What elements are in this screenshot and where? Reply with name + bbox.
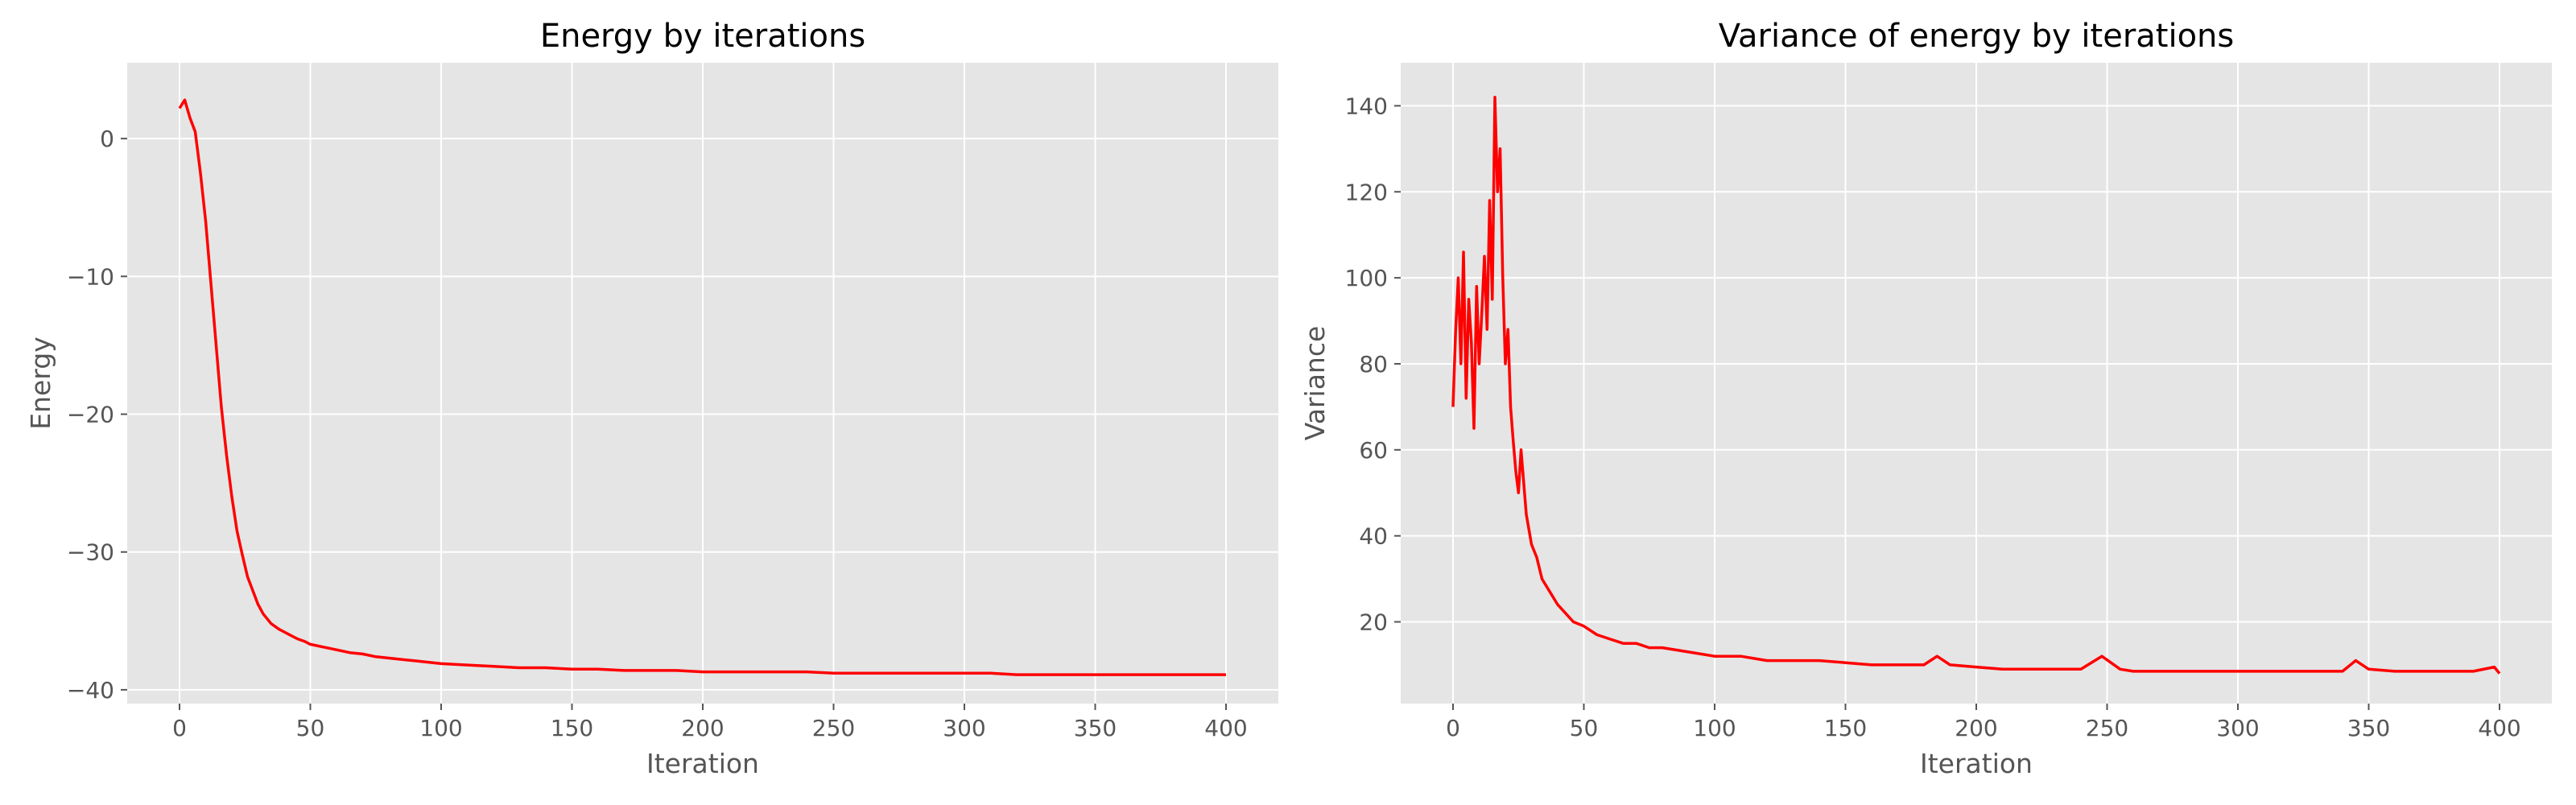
- x-tick-label: 250: [2086, 715, 2128, 741]
- y-tick-label: 0: [100, 126, 114, 152]
- x-tick-label: 0: [172, 715, 187, 741]
- series-line-0: [1451, 95, 2501, 675]
- energy-series: [178, 98, 1226, 676]
- energy-chart: 0 50 100 150 200 250 300 350 400 0 −10 −20 −30 −40 En…: [25, 18, 1278, 779]
- x-tick-label: 50: [296, 715, 325, 741]
- y-tick-label: −10: [67, 263, 114, 290]
- variance-chart-title: Variance of energy by iterations: [1719, 18, 2234, 55]
- variance-series: [1451, 95, 2501, 675]
- y-tick-label: 120: [1345, 179, 1388, 205]
- variance-gridlines: [1401, 63, 2552, 704]
- x-tick-label: 200: [1955, 715, 1997, 741]
- x-tick-label: 150: [551, 715, 593, 741]
- variance-chart: 0 50 100 150 200 250 300 350 400 20 40 60 80 100 120 14…: [1299, 18, 2552, 779]
- variance-x-axis-label: Iteration: [1920, 748, 2033, 779]
- variance-y-axis-label: Variance: [1299, 326, 1331, 441]
- x-tick-label: 400: [1204, 715, 1247, 741]
- y-tick-label: −20: [67, 402, 114, 428]
- energy-chart-title: Energy by iterations: [540, 18, 865, 55]
- y-tick-label: 140: [1345, 93, 1388, 119]
- energy-ticks: 0 50 100 150 200 250 300 350 400 0 −10 −20 −30 −40: [67, 126, 1248, 741]
- x-tick-label: 100: [419, 715, 462, 741]
- energy-y-axis-label: Energy: [25, 336, 56, 430]
- series-line-0: [178, 98, 1226, 676]
- y-tick-label: 80: [1359, 351, 1388, 378]
- x-tick-label: 250: [812, 715, 855, 741]
- x-tick-label: 300: [943, 715, 985, 741]
- x-tick-label: 350: [2347, 715, 2390, 741]
- energy-gridlines: [127, 63, 1278, 704]
- y-tick-label: 20: [1359, 609, 1388, 635]
- y-tick-label: 40: [1359, 523, 1388, 550]
- x-tick-label: 350: [1074, 715, 1117, 741]
- y-tick-label: 100: [1345, 265, 1388, 291]
- x-tick-label: 400: [2478, 715, 2520, 741]
- y-tick-label: −30: [67, 539, 114, 566]
- x-tick-label: 200: [681, 715, 724, 741]
- y-tick-label: 60: [1359, 437, 1388, 464]
- energy-x-axis-label: Iteration: [646, 748, 759, 779]
- x-tick-label: 150: [1824, 715, 1867, 741]
- x-tick-label: 300: [2216, 715, 2259, 741]
- variance-ticks: 0 50 100 150 200 250 300 350 400 20 40 60 80 100 120 14…: [1345, 93, 2521, 741]
- x-tick-label: 50: [1570, 715, 1599, 741]
- x-tick-label: 0: [1446, 715, 1460, 741]
- x-tick-label: 100: [1693, 715, 1736, 741]
- y-tick-label: −40: [67, 677, 114, 704]
